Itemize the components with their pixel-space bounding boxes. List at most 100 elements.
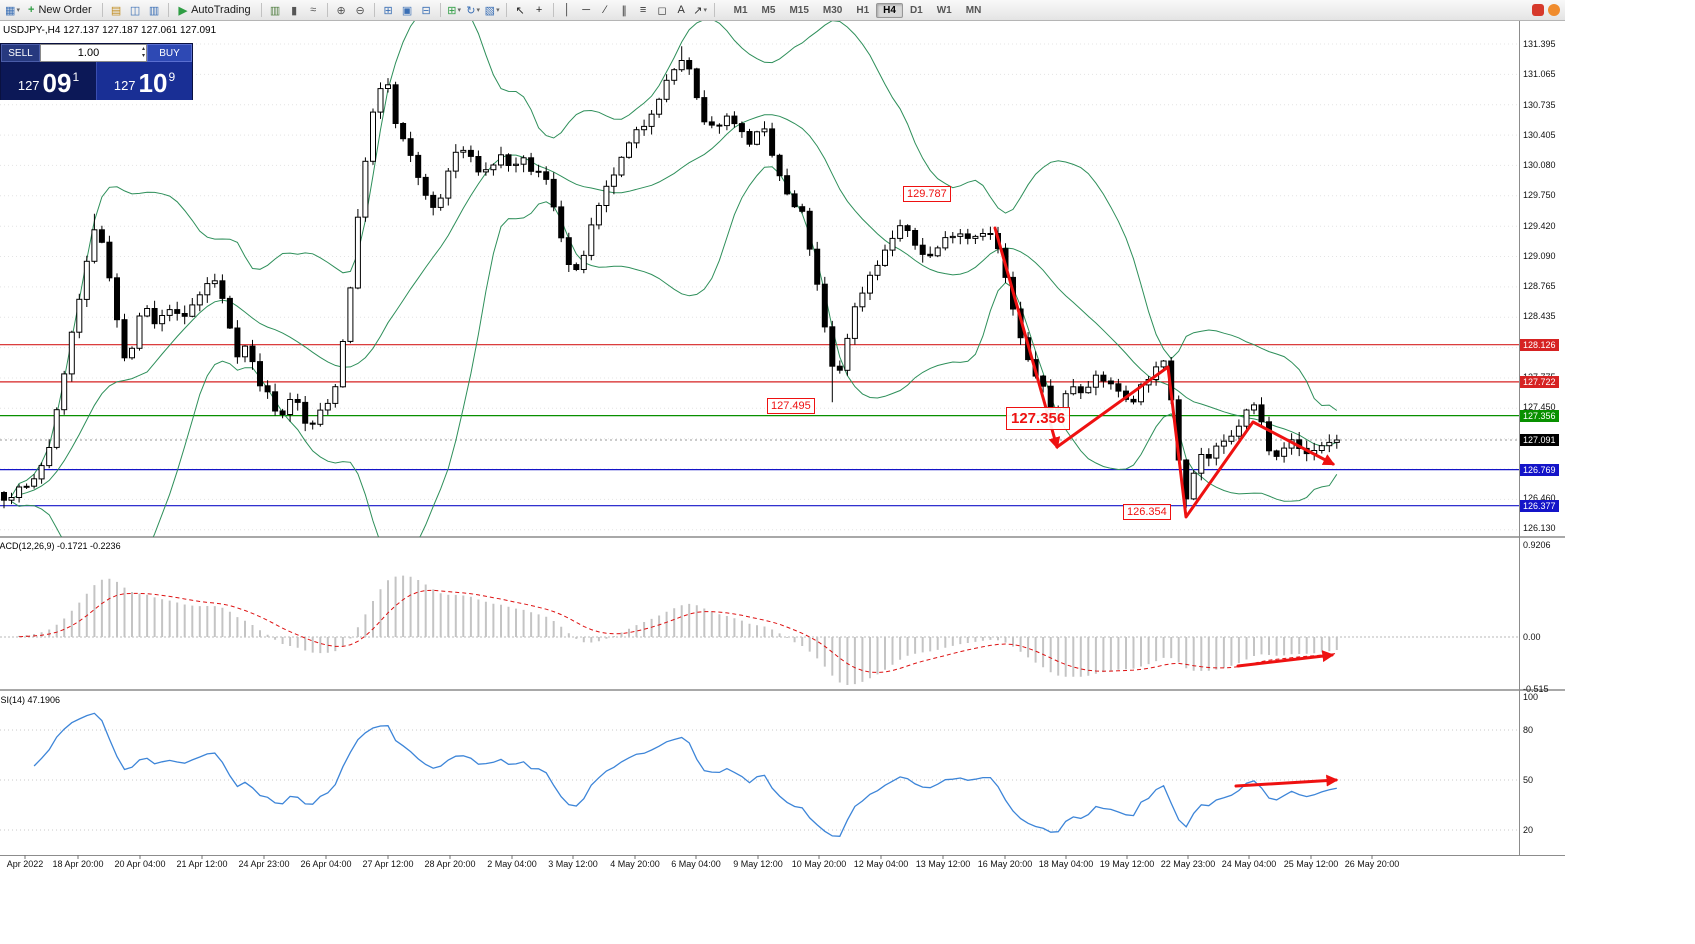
period-icon[interactable]: ↻ ▾ <box>466 4 480 17</box>
timeframe-m30-button[interactable]: M30 <box>822 4 843 16</box>
macd-scale-label: 0.9206 <box>1523 540 1551 550</box>
price-axis-label: 129.090 <box>1523 251 1556 261</box>
buy-price-prefix: 127 <box>113 78 136 93</box>
toolbar-separator <box>260 3 262 17</box>
volume-down-button[interactable]: ▾ <box>141 53 145 59</box>
text-icon[interactable]: A <box>677 4 685 16</box>
price-annotation-label[interactable]: 127.495 <box>767 398 815 414</box>
timeframe-h1-button[interactable]: H1 <box>856 4 870 16</box>
price-axis-label: 130.405 <box>1523 130 1556 140</box>
time-axis-label: 24 Apr 23:00 <box>238 859 290 869</box>
time-axis-label: 9 May 12:00 <box>733 859 783 869</box>
arrange-windows-icon[interactable]: ⊟ <box>421 4 431 17</box>
price-annotation-label[interactable]: 127.356 <box>1006 407 1071 430</box>
horizontal-line-icon[interactable]: ─ <box>582 4 591 16</box>
toolbar: ▦ ▾ + New Order ▤ ◫ ▥ ▶ AutoTrading ▥ ▮ ≈ ⊕ ⊖ ⊞ ▣ ⊟ ⊞ ▾ ↻ ▾ ▧… <box>0 0 1565 21</box>
resistance-line-price-tag: 128.126 <box>1520 339 1559 351</box>
community-icon[interactable] <box>1548 4 1560 16</box>
resistance-line-price-tag: 127.722 <box>1520 376 1559 388</box>
trend-arrow-zigzag[interactable] <box>1055 365 1336 519</box>
bar-chart-icon[interactable]: ▥ <box>269 4 281 17</box>
template-icon[interactable]: ▧ ▾ <box>484 4 500 17</box>
autotrading-button-label: AutoTrading <box>191 4 251 16</box>
new-order-button[interactable]: + New Order <box>22 3 98 17</box>
new-order-button-icon: + <box>28 4 35 16</box>
buy-price-pipette: 9 <box>168 70 176 84</box>
time-axis-label: 6 May 04:00 <box>671 859 721 869</box>
time-axis-label: 26 May 20:00 <box>1344 859 1400 869</box>
buy-price-big: 10 <box>138 68 168 98</box>
toolbar-separator <box>505 3 507 17</box>
data-window-icon[interactable]: ◫ <box>129 4 141 17</box>
time-axis-label: 27 Apr 12:00 <box>362 859 414 869</box>
zoom-in-icon[interactable]: ⊕ <box>336 4 346 17</box>
price-axis-label: 128.435 <box>1523 311 1556 321</box>
channel-icon[interactable]: ∥ <box>621 4 627 17</box>
volume-up-button[interactable]: ▴ <box>141 46 145 52</box>
shapes-icon[interactable]: ◻ <box>657 4 667 17</box>
alert-icon[interactable] <box>1532 4 1544 16</box>
bollinger-bands <box>11 21 1338 537</box>
price-axis-label: 126.130 <box>1523 523 1556 533</box>
time-axis-label: 3 May 12:00 <box>548 859 598 869</box>
crosshair-icon[interactable]: + <box>535 4 543 16</box>
arrows-icon[interactable]: ↗ ▾ <box>693 4 707 17</box>
time-ticks <box>24 855 1373 859</box>
candlestick-chart-icon[interactable]: ▮ <box>291 4 298 17</box>
timeframe-m1-button[interactable]: M1 <box>733 4 748 16</box>
panel-separators <box>0 21 1565 856</box>
cascade-windows-icon[interactable]: ▣ <box>401 4 413 17</box>
new-chart-icon[interactable]: ▦ ▾ <box>5 4 20 17</box>
buy-button[interactable]: BUY <box>147 44 192 62</box>
sell-price[interactable]: 127 09 1 <box>1 62 96 100</box>
navigator-icon[interactable]: ▥ <box>148 4 160 17</box>
toolbar-separator <box>439 3 441 17</box>
cursor-icon[interactable]: ↖ <box>515 4 525 17</box>
chart-canvas[interactable] <box>0 0 1565 877</box>
dropdown-caret-icon: ▾ <box>476 7 480 14</box>
rsi-scale-label: 80 <box>1523 725 1534 735</box>
price-annotation-label[interactable]: 129.787 <box>903 186 951 202</box>
new-order-button-label: New Order <box>38 4 92 16</box>
time-axis-label: 28 Apr 20:00 <box>424 859 476 869</box>
timeframe-h4-button[interactable]: H4 <box>876 2 903 18</box>
rsi-line <box>33 712 1337 837</box>
price-axis-label: 130.735 <box>1523 100 1556 110</box>
timeframe-m15-button[interactable]: M15 <box>789 4 809 16</box>
zoom-out-icon[interactable]: ⊖ <box>355 4 365 17</box>
market-watch-icon[interactable]: ▤ <box>110 4 122 17</box>
dropdown-caret-icon: ▾ <box>703 7 707 14</box>
timeframe-d1-button[interactable]: D1 <box>909 4 923 16</box>
volume-input[interactable] <box>41 45 146 61</box>
macd-scale-label: -0.515 <box>1523 684 1549 694</box>
vertical-line-icon[interactable]: │ <box>563 4 571 16</box>
rsi-level-lines <box>0 729 1519 831</box>
line-chart-icon[interactable]: ≈ <box>310 4 317 16</box>
sell-button[interactable]: SELL <box>1 44 40 62</box>
rsi-trend-arrow[interactable] <box>1234 774 1339 788</box>
toolbar-separator <box>101 3 103 17</box>
support-line-price-tag: 126.377 <box>1520 500 1559 512</box>
tile-windows-icon[interactable]: ⊞ <box>383 4 393 17</box>
price-annotation-label[interactable]: 126.354 <box>1123 504 1171 520</box>
buy-price[interactable]: 127 10 9 <box>96 62 192 100</box>
time-axis-label: 22 May 23:00 <box>1160 859 1216 869</box>
rsi-scale-label: 50 <box>1523 775 1534 785</box>
time-axis-label: 20 Apr 04:00 <box>114 859 166 869</box>
autotrading-button[interactable]: ▶ AutoTrading <box>173 3 257 18</box>
trendline-icon[interactable]: ∕ <box>604 4 607 16</box>
dropdown-caret-icon: ▾ <box>457 7 461 14</box>
timeframe-w1-button[interactable]: W1 <box>936 4 952 16</box>
price-grid <box>0 43 1519 531</box>
add-indicator-icon[interactable]: ⊞ ▾ <box>447 4 461 17</box>
bb-upper-band <box>11 21 1338 497</box>
current-price-price-tag: 127.091 <box>1520 434 1559 446</box>
bear-candles <box>1 60 1310 501</box>
macd-trend-arrow[interactable] <box>1236 650 1335 668</box>
timeframe-mn-button[interactable]: MN <box>965 4 982 16</box>
timeframe-m5-button[interactable]: M5 <box>761 4 776 16</box>
dropdown-caret-icon: ▾ <box>16 7 20 14</box>
fibonacci-icon[interactable]: ≡ <box>639 4 647 16</box>
toolbar-separator <box>373 3 375 17</box>
volume-field[interactable]: ▴▾ <box>40 44 147 62</box>
